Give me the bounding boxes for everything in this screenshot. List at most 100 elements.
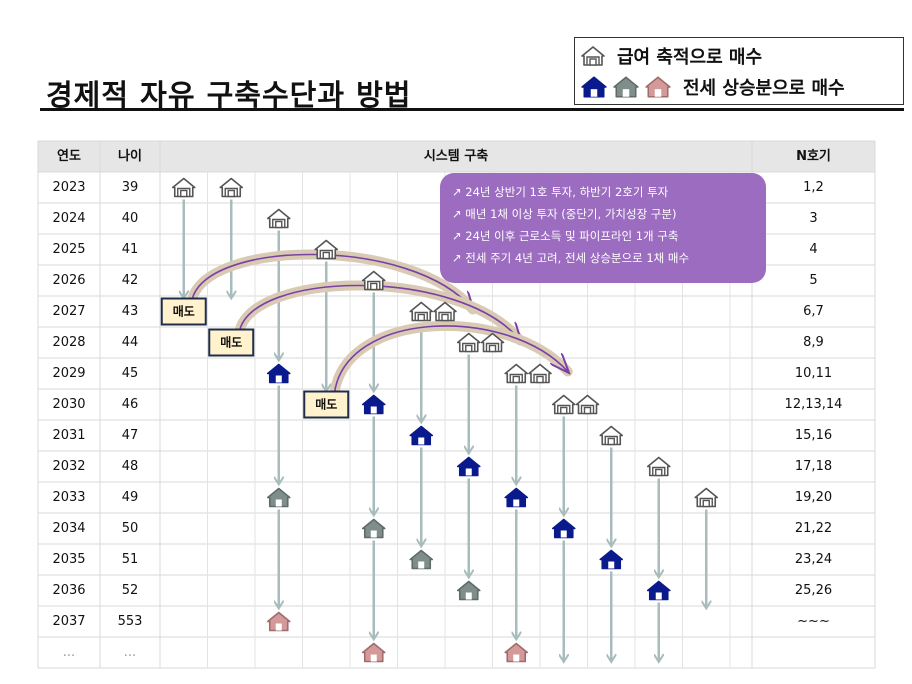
n-cell: 17,18 <box>795 459 832 474</box>
strategy-note: ↗ 24년 상반기 1호 투자, 하반기 2호기 투자 ↗ 매년 1채 이상 투… <box>440 173 766 283</box>
sell-label: 매도 <box>315 397 337 412</box>
age-cell: 39 <box>122 180 139 195</box>
legend: 급여 축적으로 매수 전세 상승분으로 매수 <box>574 37 904 105</box>
n-cell: 15,16 <box>795 428 832 443</box>
note-line-2: ↗ 매년 1채 이상 투자 (중단기, 가치성장 구분) <box>452 207 677 221</box>
outline-house-icon <box>480 332 505 353</box>
year-cell: 2035 <box>52 552 85 567</box>
n-cell: 10,11 <box>795 366 832 381</box>
gray-house-icon <box>613 76 639 98</box>
navy-house-icon <box>266 363 291 384</box>
n-cell: 6,7 <box>803 304 824 319</box>
age-cell: 42 <box>122 273 139 288</box>
navy-house-icon <box>581 76 607 98</box>
n-cell: 5 <box>809 273 817 288</box>
outline-house-icon <box>361 270 386 291</box>
legend-label-jeonse: 전세 상승분으로 매수 <box>683 78 845 99</box>
year-cell: 2028 <box>52 335 85 350</box>
outline-house-icon <box>528 363 552 384</box>
year-cell: 2033 <box>52 490 85 505</box>
pink-house-icon <box>361 642 386 663</box>
age-cell: 46 <box>122 397 139 412</box>
age-cell: 43 <box>122 304 139 319</box>
pink-house-icon <box>645 76 671 98</box>
age-cell: 51 <box>122 552 139 567</box>
n-cell: 3 <box>809 211 817 226</box>
year-cell: 2037 <box>52 614 85 629</box>
sell-box <box>160 297 207 326</box>
transfer-curve-band <box>329 320 573 400</box>
outline-house-icon <box>551 394 576 415</box>
age-cell: 52 <box>122 583 139 598</box>
n-cell: ~~~ <box>797 614 830 629</box>
age-cell: 41 <box>122 242 139 257</box>
note-line-3: ↗ 24년 이후 근로소득 및 파이프라인 1개 구축 <box>452 229 679 243</box>
legend-row-salary: 급여 축적으로 매수 <box>581 43 762 69</box>
outline-house-icon <box>456 332 481 353</box>
year-cell: 2036 <box>52 583 85 598</box>
year-cell: 2026 <box>52 273 85 288</box>
pink-house-icon <box>504 642 529 663</box>
age-cell: 49 <box>122 490 139 505</box>
navy-house-icon <box>456 456 481 477</box>
age-cell: 40 <box>122 211 139 226</box>
transfer-curve-arrow <box>190 253 473 309</box>
year-cell: 2024 <box>52 211 85 226</box>
outline-house-icon <box>409 301 434 322</box>
navy-house-icon <box>551 518 576 539</box>
year-cell: 2031 <box>52 428 85 443</box>
gray-house-icon <box>409 549 434 570</box>
year-cell: 2032 <box>52 459 85 474</box>
outline-house-icon <box>266 208 291 229</box>
gray-house-icon <box>266 487 291 508</box>
outline-house-icon <box>433 301 457 322</box>
table-header-bg <box>38 141 875 172</box>
pink-house-icon <box>266 611 291 632</box>
n-cell: 21,22 <box>795 521 832 536</box>
n-cell: 12,13,14 <box>785 397 843 412</box>
header-age: 나이 <box>118 148 142 164</box>
n-cell: 1,2 <box>803 180 824 195</box>
outline-house-icon <box>219 177 244 198</box>
header-year: 연도 <box>57 149 81 164</box>
outline-house-icon <box>171 177 196 198</box>
n-cell: 4 <box>809 242 817 257</box>
gray-house-icon <box>456 580 481 601</box>
gray-house-icon <box>361 518 386 539</box>
outline-house-icon <box>599 425 624 446</box>
age-cell: 47 <box>122 428 139 443</box>
outline-house-icon <box>314 239 339 260</box>
navy-house-icon <box>361 394 386 415</box>
n-cell: 25,26 <box>795 583 832 598</box>
note-line-1: ↗ 24년 상반기 1호 투자, 하반기 2호기 투자 <box>452 185 669 199</box>
note-line-4: ↗ 전세 주기 4년 고려, 전세 상승분으로 1채 매수 <box>452 251 690 265</box>
age-cell: ... <box>124 645 136 660</box>
year-cell: 2029 <box>52 366 85 381</box>
year-cell: ... <box>63 645 75 660</box>
outline-house-icon <box>504 363 529 384</box>
title-underline <box>40 108 904 111</box>
outline-house-icon <box>575 394 600 415</box>
sell-box <box>208 328 255 357</box>
year-cell: 2030 <box>52 397 85 412</box>
n-cell: 23,24 <box>795 552 832 567</box>
age-cell: 44 <box>122 335 139 350</box>
navy-house-icon <box>504 487 529 508</box>
year-cell: 2023 <box>52 180 85 195</box>
legend-row-jeonse: 전세 상승분으로 매수 <box>581 74 845 100</box>
sell-label: 매도 <box>220 335 242 350</box>
outline-house-icon <box>646 456 671 477</box>
year-cell: 2027 <box>52 304 85 319</box>
navy-house-icon <box>409 425 434 446</box>
year-cell: 2034 <box>52 521 85 536</box>
sell-box <box>303 390 350 419</box>
header-system: 시스템 구축 <box>424 148 488 164</box>
navy-house-icon <box>599 549 624 570</box>
navy-house-icon <box>646 580 671 601</box>
age-cell: 553 <box>118 614 143 629</box>
age-cell: 50 <box>122 521 139 536</box>
age-cell: 45 <box>122 366 139 381</box>
transfer-curve-arrow <box>333 325 568 395</box>
sell-label: 매도 <box>173 304 195 319</box>
